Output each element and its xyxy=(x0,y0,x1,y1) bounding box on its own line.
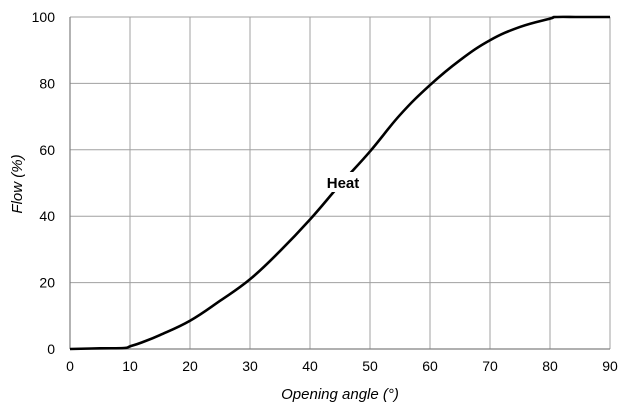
x-axis-title: Opening angle (°) xyxy=(281,386,399,403)
x-tick-label-80: 80 xyxy=(542,358,558,374)
x-tick-labels: 0 10 20 30 40 50 60 70 80 90 xyxy=(66,358,618,374)
x-tick-label-60: 60 xyxy=(422,358,438,374)
x-tick-label-90: 90 xyxy=(602,358,618,374)
x-tick-label-50: 50 xyxy=(362,358,378,374)
y-tick-label-60: 60 xyxy=(39,142,55,158)
x-tick-label-20: 20 xyxy=(182,358,198,374)
y-tick-label-0: 0 xyxy=(47,341,55,357)
series-label-heat: Heat xyxy=(327,175,360,192)
y-tick-label-100: 100 xyxy=(32,9,56,25)
y-tick-label-80: 80 xyxy=(39,75,55,91)
x-tick-label-40: 40 xyxy=(302,358,318,374)
x-tick-label-30: 30 xyxy=(242,358,258,374)
series-group xyxy=(69,15,610,351)
y-tick-label-20: 20 xyxy=(39,275,55,291)
y-tick-label-40: 40 xyxy=(39,208,55,224)
grid xyxy=(69,16,611,350)
annotations: Heat xyxy=(324,172,362,192)
y-axis-title: Flow (%) xyxy=(9,154,26,213)
x-tick-label-10: 10 xyxy=(122,358,138,374)
x-tick-label-70: 70 xyxy=(482,358,498,374)
annotation-background xyxy=(324,172,362,192)
y-tick-labels: 0 20 40 60 80 100 xyxy=(32,9,56,357)
series-line-heat xyxy=(69,15,610,351)
x-tick-label-0: 0 xyxy=(66,358,74,374)
